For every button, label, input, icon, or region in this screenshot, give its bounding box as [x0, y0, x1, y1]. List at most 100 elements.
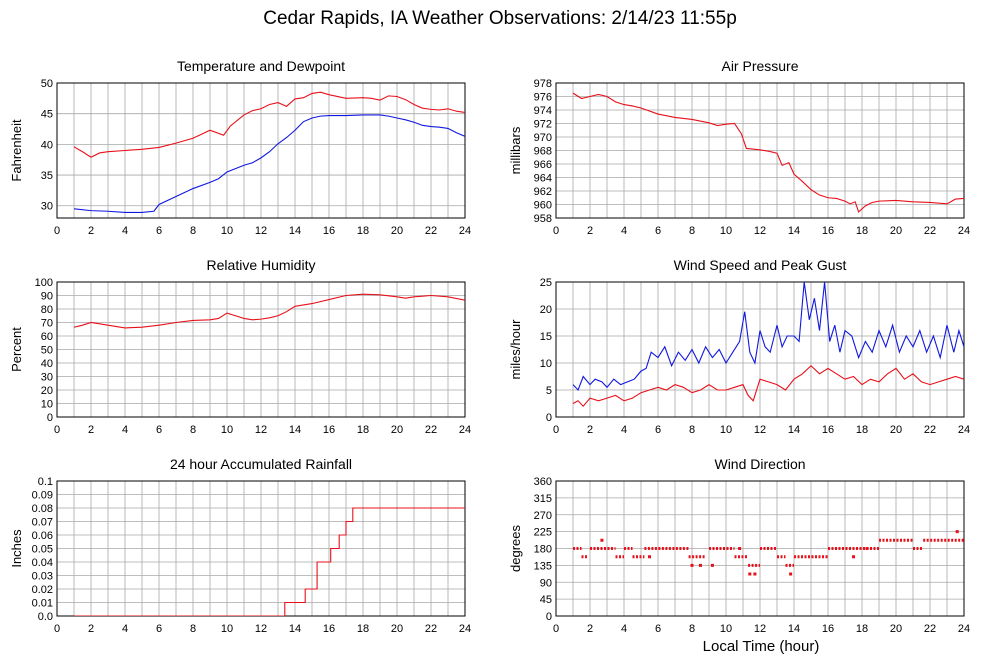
- x-tick-label: 4: [122, 225, 128, 237]
- x-tick-label: 8: [689, 623, 695, 635]
- y-tick-label: 90: [540, 577, 552, 589]
- page-title: Cedar Rapids, IA Weather Observations: 2…: [263, 8, 737, 29]
- direction-point: [865, 547, 869, 550]
- x-tick-label: 14: [289, 225, 301, 237]
- direction-point: [710, 563, 714, 567]
- x-tick-label: 6: [655, 225, 661, 237]
- y-tick-label: 15: [540, 331, 552, 343]
- chart-title: Temperature and Dewpoint: [177, 58, 345, 74]
- x-tick-label: 10: [221, 623, 233, 635]
- x-tick-label: 18: [856, 623, 868, 635]
- series-line-0: [572, 92, 964, 213]
- x-tick-label: 18: [357, 623, 369, 635]
- direction-point: [753, 572, 757, 576]
- x-tick-label: 6: [156, 225, 162, 237]
- direction-point: [955, 530, 959, 534]
- y-tick-label: 972: [534, 119, 552, 131]
- x-tick-label: 6: [655, 623, 661, 635]
- y-axis-label: millibars: [508, 126, 523, 174]
- x-tick-label: 10: [720, 225, 732, 237]
- x-tick-label: 0: [553, 424, 559, 436]
- x-tick-label: 8: [190, 225, 196, 237]
- x-tick-label: 14: [289, 623, 301, 635]
- x-tick-label: 16: [822, 225, 834, 237]
- x-tick-label: 12: [754, 424, 766, 436]
- plot-frame: [56, 82, 466, 219]
- y-tick-label: 40: [41, 139, 53, 151]
- x-tick-label: 24: [459, 225, 471, 237]
- x-tick-label: 8: [190, 424, 196, 436]
- x-tick-label: 24: [459, 424, 471, 436]
- x-tick-label: 20: [391, 424, 403, 436]
- y-tick-label: 0.07: [32, 517, 53, 529]
- series-line-0: [73, 293, 465, 329]
- x-tick-label: 18: [856, 424, 868, 436]
- plot-frame: [555, 281, 965, 418]
- y-tick-label: 5: [546, 385, 552, 397]
- temperature-dewpoint-chart: Temperature and DewpointFahrenheit303540…: [9, 58, 471, 237]
- y-tick-label: 180: [534, 544, 552, 556]
- y-tick-label: 100: [35, 277, 53, 289]
- y-tick-label: 50: [41, 345, 53, 357]
- y-tick-label: 315: [534, 493, 552, 505]
- x-tick-label: 4: [621, 424, 627, 436]
- x-tick-label: 18: [357, 225, 369, 237]
- x-tick-label: 18: [357, 424, 369, 436]
- y-tick-label: 974: [534, 105, 552, 117]
- y-tick-label: 30: [41, 372, 53, 384]
- y-tick-label: 45: [540, 594, 552, 606]
- x-tick-label: 6: [655, 424, 661, 436]
- y-tick-label: 45: [41, 109, 53, 121]
- plot-frame: [56, 281, 466, 418]
- y-tick-label: 0: [546, 611, 552, 623]
- plot-frame: [555, 480, 965, 617]
- y-tick-label: 970: [534, 132, 552, 144]
- x-tick-label: 22: [924, 225, 936, 237]
- y-tick-label: 80: [41, 304, 53, 316]
- y-tick-label: 0.02: [32, 584, 53, 596]
- x-tick-label: 20: [890, 424, 902, 436]
- relative-humidity-chart: Relative HumidityPercent0102030405060708…: [9, 257, 471, 436]
- x-tick-label: 4: [122, 424, 128, 436]
- y-tick-label: 968: [534, 146, 552, 158]
- direction-point: [789, 572, 793, 576]
- y-tick-label: 0.03: [32, 571, 53, 583]
- x-tick-label: 0: [54, 424, 60, 436]
- x-tick-label: 12: [754, 623, 766, 635]
- y-tick-label: 135: [534, 560, 552, 572]
- y-tick-label: 0.09: [32, 490, 53, 502]
- y-axis-label: degrees: [508, 525, 523, 572]
- chart-title: 24 hour Accumulated Rainfall: [170, 456, 352, 472]
- y-tick-label: 50: [41, 78, 53, 90]
- direction-point: [748, 572, 752, 576]
- y-tick-label: 10: [540, 358, 552, 370]
- y-tick-label: 10: [41, 399, 53, 411]
- y-tick-label: 0.05: [32, 544, 53, 556]
- y-tick-label: 958: [534, 213, 552, 225]
- plot-frame: [555, 82, 965, 219]
- x-tick-label: 4: [122, 623, 128, 635]
- x-tick-label: 16: [822, 424, 834, 436]
- x-tick-label: 12: [255, 424, 267, 436]
- y-tick-label: 0.01: [32, 598, 53, 610]
- x-tick-label: 16: [323, 623, 335, 635]
- x-tick-label: 10: [221, 424, 233, 436]
- x-tick-label: 22: [425, 424, 437, 436]
- y-tick-label: 0: [546, 412, 552, 424]
- x-tick-label: 4: [621, 225, 627, 237]
- x-tick-label: 2: [88, 623, 94, 635]
- wind-speed-gust-chart: Wind Speed and Peak Gust miles/hour 0 5 10 15…: [508, 257, 970, 436]
- rainfall-chart: 24 hour Accumulated RainfallInches0.00.0…: [9, 456, 471, 635]
- x-tick-label: 20: [391, 225, 403, 237]
- x-tick-label: 8: [689, 225, 695, 237]
- y-tick-label: 35: [41, 170, 53, 182]
- x-tick-label: 2: [88, 225, 94, 237]
- y-tick-label: 70: [41, 318, 53, 330]
- y-axis-label: Percent: [9, 327, 24, 372]
- series-line-1: [572, 364, 964, 408]
- y-axis-label: miles/hour: [508, 319, 523, 380]
- y-tick-label: 960: [534, 200, 552, 212]
- wind-direction-chart: Wind Directiondegrees0459013518022527031…: [508, 456, 970, 635]
- direction-point: [738, 547, 742, 550]
